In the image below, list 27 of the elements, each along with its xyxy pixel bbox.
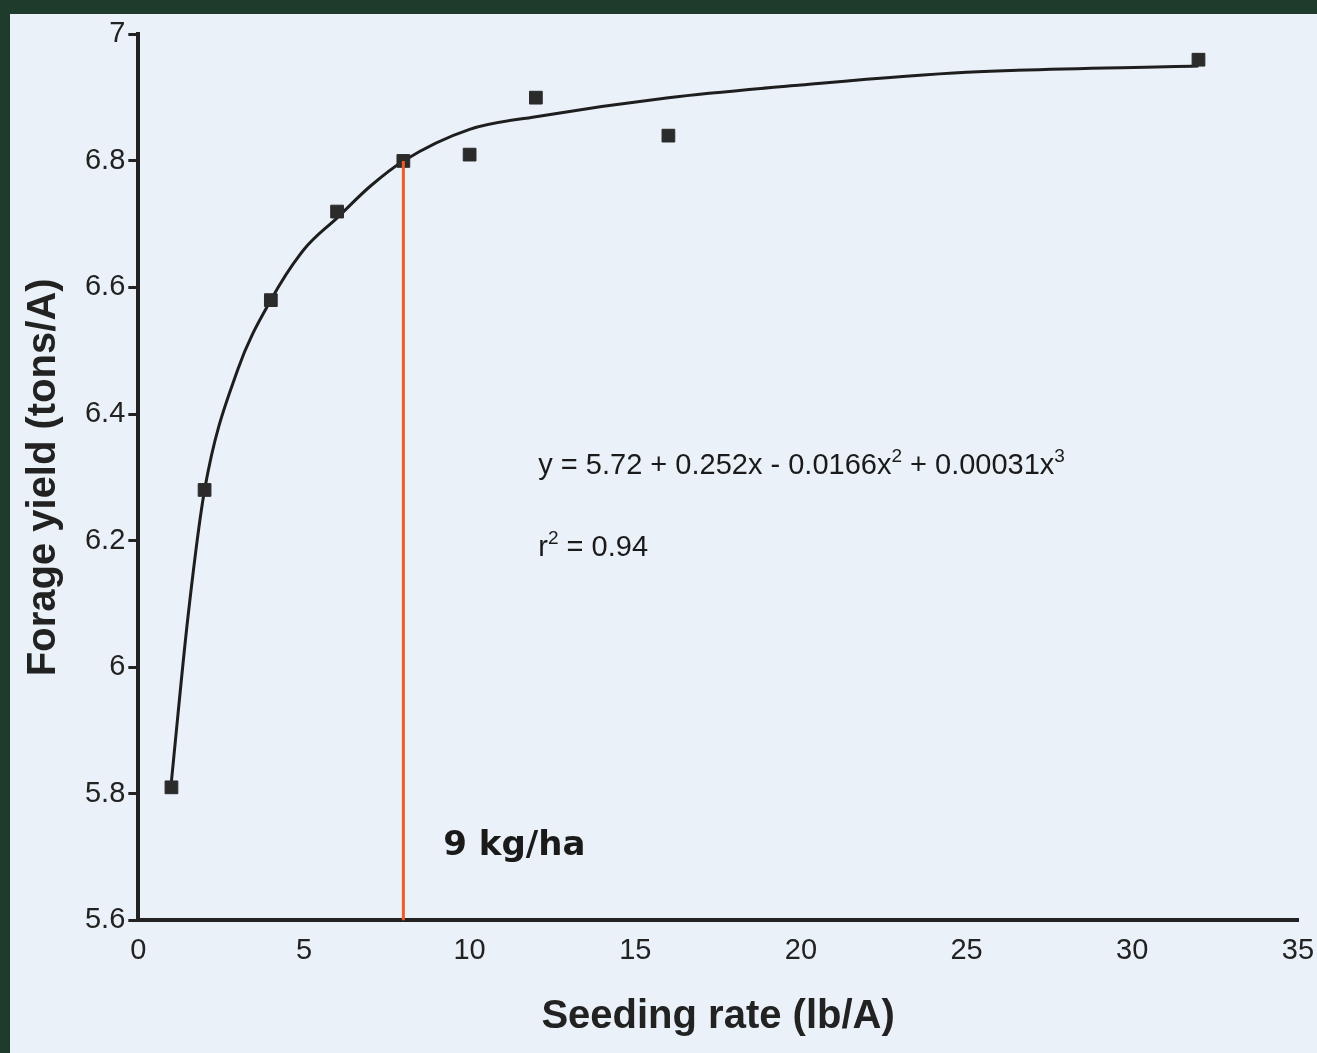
- point: [661, 128, 676, 143]
- x-tick-label: 30: [1116, 932, 1149, 965]
- ref-line-label: 9 kg/ha: [443, 823, 586, 864]
- x-axis-title: Seeding rate (lb/A): [541, 992, 895, 1037]
- y-tick-label: 6.4: [84, 396, 126, 429]
- x-tick-label: 35: [1281, 932, 1314, 965]
- point: [197, 483, 212, 497]
- y-tick-label: 6.6: [84, 269, 126, 302]
- y-tick-label: 6.2: [84, 522, 126, 555]
- x-tick-label: 0: [130, 932, 147, 965]
- x-tick-label: 25: [950, 932, 983, 965]
- point: [1191, 52, 1206, 67]
- y-tick-label: 6: [109, 649, 126, 682]
- point: [330, 204, 344, 219]
- point: [462, 147, 477, 162]
- x-tick-label: 15: [619, 932, 652, 965]
- y-tick-label: 7: [109, 16, 126, 49]
- y-axis-title: Forage yield (tons/A): [19, 278, 64, 677]
- y-tick-label: 6.8: [84, 142, 126, 175]
- y-tick-label: 5.8: [84, 775, 126, 808]
- point: [263, 293, 278, 307]
- point: [529, 90, 543, 105]
- x-tick-label: 20: [784, 932, 818, 965]
- point: [164, 780, 179, 795]
- x-tick-label: 10: [453, 932, 486, 965]
- y-tick-label: 5.6: [84, 902, 126, 935]
- x-tick-label: 5: [295, 932, 313, 965]
